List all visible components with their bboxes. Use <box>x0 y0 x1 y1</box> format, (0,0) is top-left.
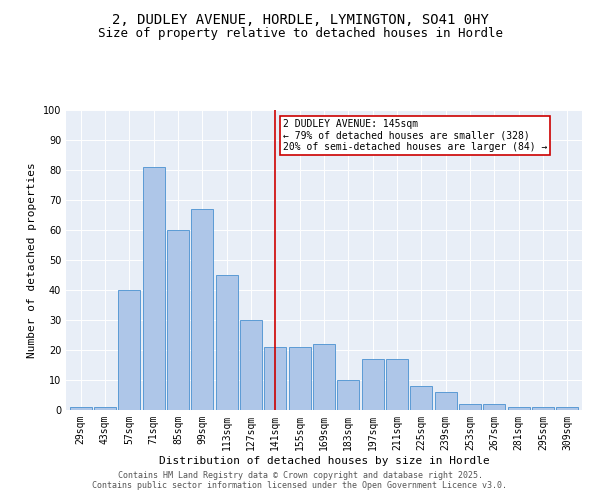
Bar <box>191 209 213 410</box>
Bar <box>118 290 140 410</box>
Bar <box>337 380 359 410</box>
Bar <box>167 230 189 410</box>
Bar <box>556 407 578 410</box>
Y-axis label: Number of detached properties: Number of detached properties <box>27 162 37 358</box>
Bar <box>386 359 408 410</box>
Bar <box>362 359 383 410</box>
Bar <box>289 347 311 410</box>
Text: 2 DUDLEY AVENUE: 145sqm
← 79% of detached houses are smaller (328)
20% of semi-d: 2 DUDLEY AVENUE: 145sqm ← 79% of detache… <box>283 119 547 152</box>
Bar <box>143 167 164 410</box>
Bar <box>508 407 530 410</box>
Bar <box>435 392 457 410</box>
Bar <box>410 386 433 410</box>
Bar <box>484 404 505 410</box>
Bar <box>313 344 335 410</box>
Bar <box>265 347 286 410</box>
Text: Size of property relative to detached houses in Hordle: Size of property relative to detached ho… <box>97 28 503 40</box>
Bar <box>94 407 116 410</box>
Text: Contains HM Land Registry data © Crown copyright and database right 2025.
Contai: Contains HM Land Registry data © Crown c… <box>92 470 508 490</box>
Bar <box>459 404 481 410</box>
Bar <box>240 320 262 410</box>
Text: 2, DUDLEY AVENUE, HORDLE, LYMINGTON, SO41 0HY: 2, DUDLEY AVENUE, HORDLE, LYMINGTON, SO4… <box>112 12 488 26</box>
Bar <box>215 275 238 410</box>
Bar <box>532 407 554 410</box>
Bar <box>70 407 92 410</box>
X-axis label: Distribution of detached houses by size in Hordle: Distribution of detached houses by size … <box>158 456 490 466</box>
